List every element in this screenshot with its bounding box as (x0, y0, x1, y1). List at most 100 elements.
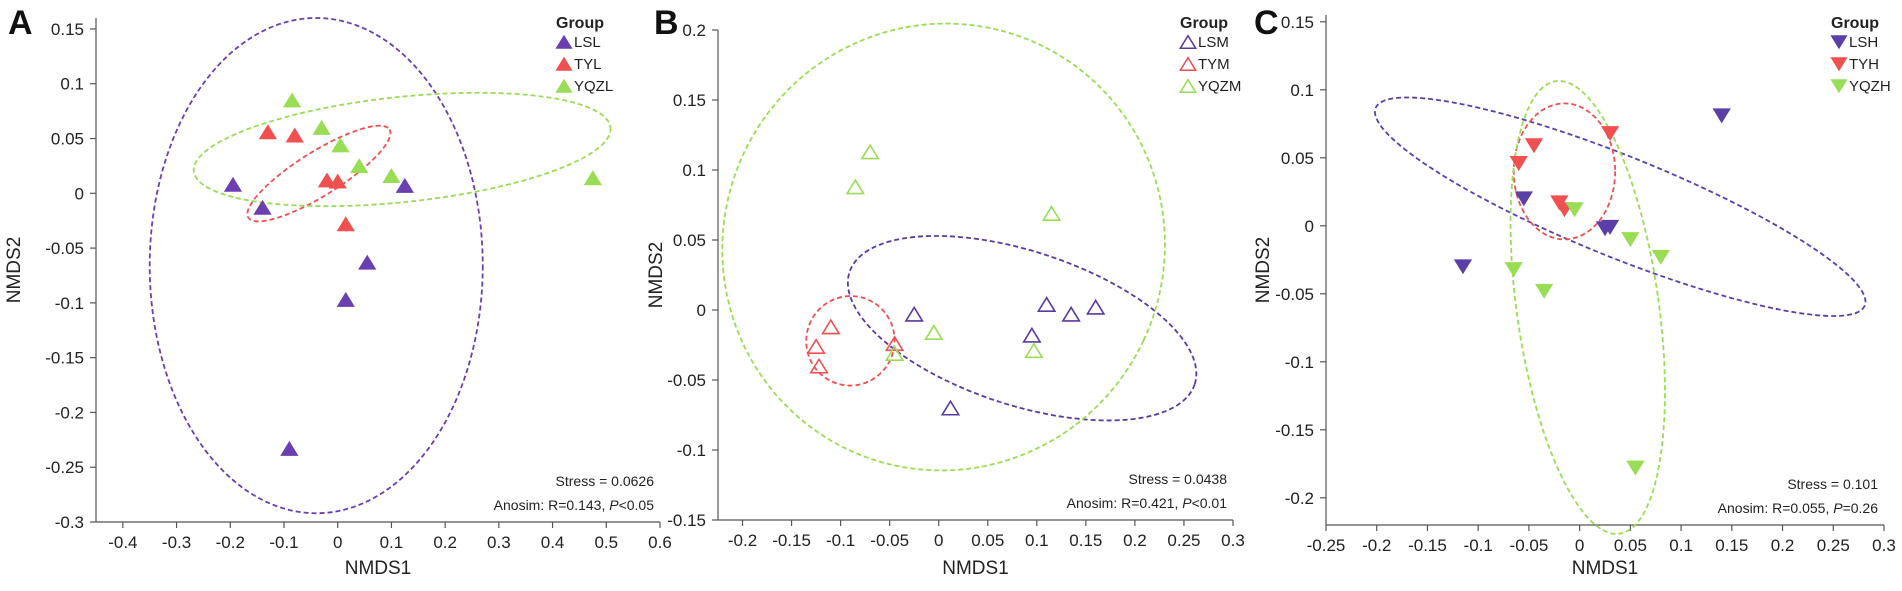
y-tick-label: -0.15 (45, 349, 84, 368)
point-lsl (395, 177, 414, 193)
legend-label-yqzh: YQZH (1849, 78, 1891, 95)
x-tick-label: -0.1 (1464, 536, 1493, 555)
point-yqzh (1565, 202, 1584, 218)
x-tick-label: 0.3 (1221, 531, 1245, 550)
point-yqzm (860, 143, 880, 160)
x-tick-label: 0.2 (1771, 536, 1795, 555)
legend-marker-lsl (555, 34, 573, 49)
x-axis-title: NMDS1 (345, 558, 412, 579)
y-tick-label: -0.05 (1275, 285, 1314, 304)
point-tyh (1524, 138, 1544, 154)
x-tick-label: 0.3 (1872, 536, 1896, 555)
x-tick-label: 0.3 (487, 533, 511, 552)
y-tick-label: 0 (1305, 217, 1314, 236)
x-tick-label: -0.15 (1408, 536, 1447, 555)
p-value: =0.26 (1843, 500, 1879, 516)
x-tick-label: 0.4 (541, 533, 565, 552)
p-symbol: P (609, 497, 619, 513)
point-tym (821, 318, 841, 335)
x-axis-title: NMDS1 (942, 558, 1009, 579)
x-tick-label: 0 (333, 533, 342, 552)
x-tick-label: -0.1 (269, 533, 298, 552)
x-tick-label: -0.05 (1510, 536, 1549, 555)
point-lsh (1453, 259, 1473, 275)
point-lsh (1712, 108, 1731, 124)
y-tick-label: -0.05 (45, 239, 84, 258)
anosim-stats: Anosim: R=0.143, P<0.05 (494, 497, 655, 513)
point-lsm (1022, 326, 1042, 343)
point-tyh (1600, 126, 1620, 142)
point-lsh (1600, 219, 1620, 235)
anosim-stats: Anosim: R=0.055, P=0.26 (1718, 500, 1879, 516)
legend-marker-tym (1178, 56, 1198, 72)
point-yqzl (282, 92, 302, 108)
x-tick-label: 0.6 (648, 533, 672, 552)
panel-c: -0.25 -0.2 -0.15 -0.1 -0.05 0 0.05 0.1 0.15 0.2 0.… (1253, 4, 1896, 579)
panel-letter: A (8, 4, 33, 42)
point-yqzh (1504, 262, 1523, 278)
anosim-prefix: Anosim: R=0.143, (494, 497, 610, 513)
x-tick-label: -0.2 (216, 533, 245, 552)
legend-marker-tyl (555, 56, 573, 71)
ellipse-tyl (246, 124, 392, 223)
point-lsm (904, 305, 924, 322)
point-tyl (258, 124, 278, 140)
x-tick-label: 0.25 (1817, 536, 1850, 555)
y-tick-label: 0.05 (673, 231, 706, 250)
ellipse-yqzh (1509, 80, 1666, 535)
point-lsl (280, 440, 299, 456)
legend-marker-lsh (1830, 35, 1848, 50)
legend-title: Group (1831, 15, 1879, 32)
x-tick-label: -0.2 (1362, 536, 1391, 555)
ellipse-lsh (1374, 96, 1867, 317)
ellipse-lsl (148, 17, 484, 515)
point-yqzl (583, 170, 602, 186)
legend-label-tyh: TYH (1849, 56, 1879, 73)
x-tick-label: 0.15 (1715, 536, 1748, 555)
ellipse-tym (805, 295, 896, 387)
point-lsm (1036, 296, 1057, 312)
point-tyl (285, 127, 304, 143)
legend-label-lsh: LSH (1849, 34, 1878, 51)
legend-marker-lsm (1178, 34, 1198, 50)
point-yqzm (924, 324, 944, 340)
x-tick-label: 0.1 (1669, 536, 1693, 555)
y-tick-label: 0.15 (673, 91, 706, 110)
legend-label-tym: TYM (1198, 56, 1230, 73)
x-tick-label: 0 (1575, 536, 1584, 555)
point-yqzl (331, 137, 350, 153)
y-tick-label: -0.05 (667, 371, 706, 390)
point-lsl (253, 199, 272, 215)
y-axis-title: NMDS2 (646, 242, 667, 309)
legend-title: Group (1180, 15, 1228, 32)
point-yqzm (1041, 205, 1062, 221)
y-tick-label: -0.3 (55, 513, 84, 532)
point-yqzl (350, 158, 369, 174)
legend-marker-yqzl (555, 78, 573, 93)
p-value: <0.05 (619, 497, 655, 513)
y-tick-label: 0.15 (51, 20, 84, 39)
x-tick-label: -0.05 (870, 531, 909, 550)
legend-label-lsm: LSM (1198, 34, 1229, 51)
y-tick-label: -0.25 (45, 458, 84, 477)
point-lsm (1085, 298, 1106, 315)
y-tick-label: 0 (697, 301, 706, 320)
legend-label-yqzl: YQZL (574, 78, 613, 95)
legend-label-lsl: LSL (574, 34, 601, 51)
y-tick-label: 0 (75, 184, 84, 203)
stress-value: Stress = 0.0626 (556, 473, 655, 489)
x-tick-label: -0.4 (108, 533, 137, 552)
point-tym (884, 335, 905, 352)
y-tick-label: -0.1 (677, 441, 706, 460)
x-tick-label: 0.25 (1167, 531, 1200, 550)
point-tyl (328, 173, 347, 189)
y-tick-label: 0.05 (1281, 149, 1314, 168)
point-tym (806, 338, 826, 354)
point-lsl (358, 254, 377, 270)
y-axis-title: NMDS2 (1253, 237, 1274, 304)
point-yqzh (1621, 232, 1640, 248)
y-tick-label: 0.05 (51, 130, 84, 149)
ellipse-yqzm (721, 22, 1166, 472)
legend-marker-tyh (1830, 57, 1848, 72)
